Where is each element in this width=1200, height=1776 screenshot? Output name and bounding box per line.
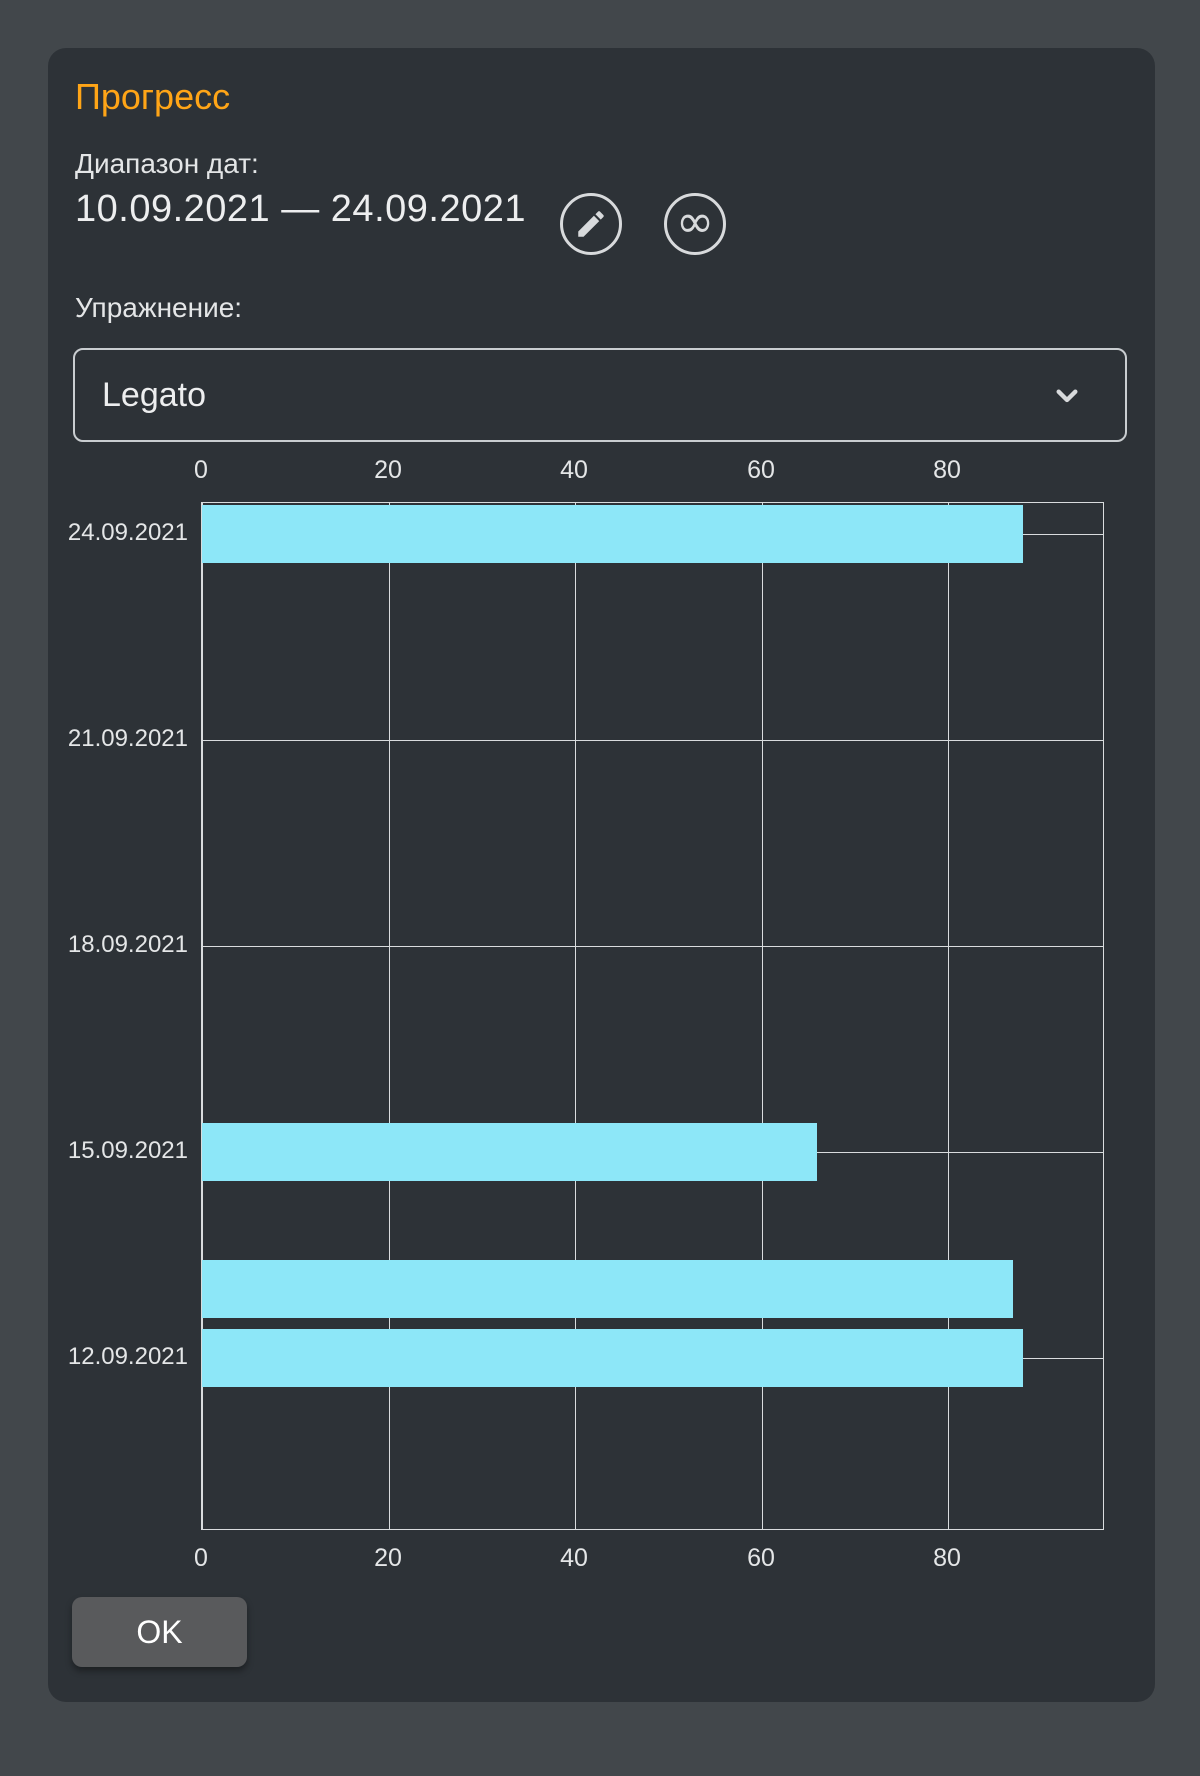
grid-line-horizontal [202, 740, 1103, 741]
edit-date-range-button[interactable] [560, 193, 622, 255]
y-tick-label: 12.09.2021 [67, 1343, 188, 1370]
x-tick-label: 60 [747, 1544, 775, 1572]
grid-line-vertical [762, 503, 763, 1529]
infinity-icon: ∞ [675, 194, 715, 248]
date-range-label: Диапазон дат: [75, 148, 259, 179]
grid-line-vertical [389, 503, 390, 1529]
grid-line-horizontal [202, 946, 1103, 947]
pencil-icon [578, 211, 604, 237]
chart-plot-area [201, 502, 1104, 1530]
x-tick-label: 80 [933, 456, 961, 484]
exercise-label: Упражнение: [75, 292, 243, 323]
x-tick-label: 60 [747, 456, 775, 484]
x-tick-label: 20 [374, 456, 402, 484]
endless-range-button[interactable]: ∞ [664, 193, 726, 255]
bar [202, 1329, 1023, 1387]
exercise-select[interactable]: Legato [73, 348, 1127, 442]
bar [202, 1123, 817, 1181]
x-tick-label: 40 [560, 1544, 588, 1572]
grid-line-vertical [948, 503, 949, 1529]
bar [202, 1260, 1013, 1318]
x-tick-label: 20 [374, 1544, 402, 1572]
x-tick-label: 0 [194, 1544, 208, 1572]
date-range-value: 10.09.2021 — 24.09.2021 [75, 188, 526, 230]
chevron-down-icon [1056, 389, 1078, 403]
grid-line-vertical [575, 503, 576, 1529]
grid-line-vertical [202, 503, 203, 1529]
y-tick-label: 24.09.2021 [67, 519, 188, 546]
y-tick-label: 18.09.2021 [67, 931, 188, 958]
bar [202, 505, 1023, 563]
x-tick-label: 40 [560, 456, 588, 484]
progress-dialog: Прогресс Диапазон дат: 10.09.2021 — 24.0… [48, 48, 1155, 1702]
y-tick-label: 15.09.2021 [67, 1137, 188, 1164]
x-tick-label: 80 [933, 1544, 961, 1572]
y-tick-label: 21.09.2021 [67, 725, 188, 752]
exercise-select-value: Legato [102, 375, 206, 414]
x-tick-label: 0 [194, 456, 208, 484]
dialog-title: Прогресс [75, 76, 231, 117]
ok-button[interactable]: OK [72, 1597, 247, 1667]
